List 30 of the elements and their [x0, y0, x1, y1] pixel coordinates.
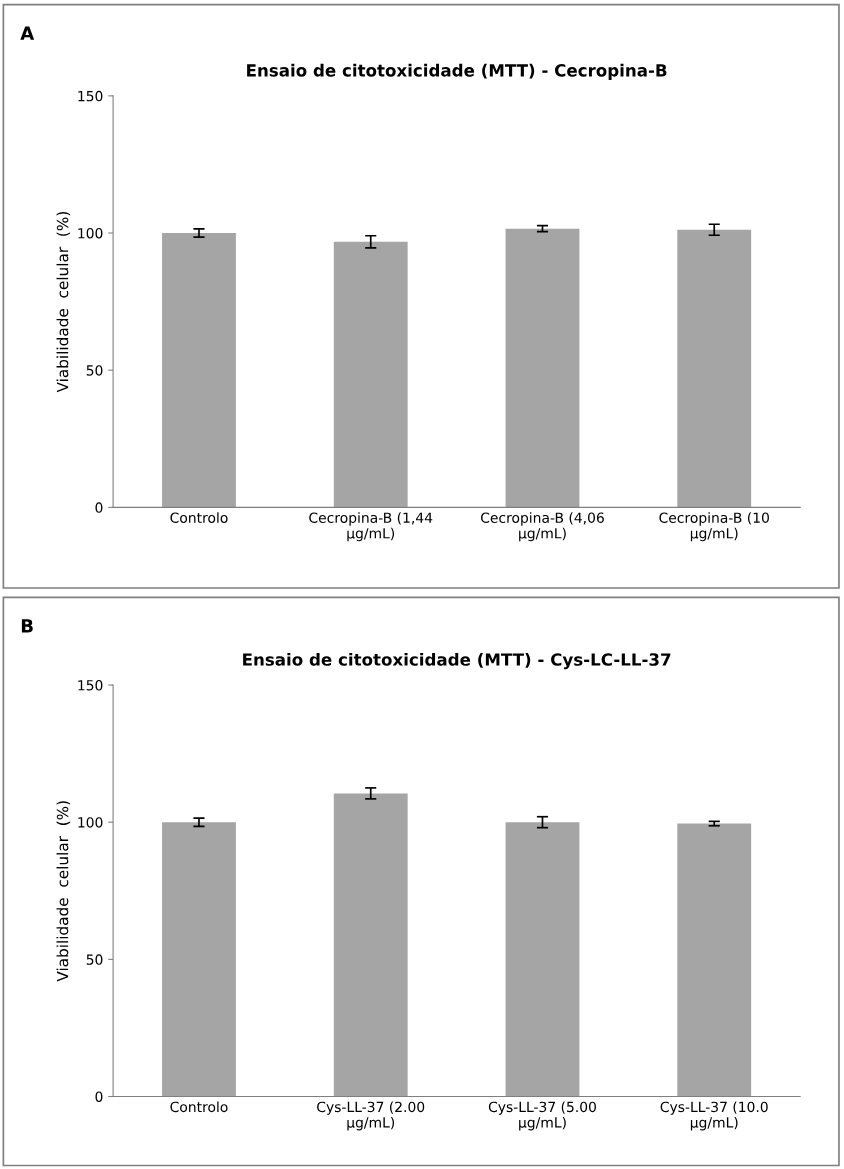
y-axis-title: Viabilidade celular (%): [56, 801, 71, 982]
y-tick-label: 0: [95, 1091, 103, 1102]
bar: [333, 793, 408, 1097]
y-tick-label: 150: [78, 90, 103, 102]
y-tick-label: 50: [86, 365, 103, 376]
y-tick-label: 150: [78, 680, 103, 691]
x-tick-label: Cys-LL-37 (2.00 µg/mL): [317, 1101, 425, 1131]
x-tick-label: Cys-LL-37 (10.0 µg/mL): [660, 1101, 768, 1131]
chart-title: Ensaio de citotoxicidade (MTT) - Cys-LC-LL-37: [243, 652, 671, 670]
x-tick-label: Cecropina-B (1,44 µg/mL): [309, 512, 433, 542]
bar: [677, 823, 752, 1097]
x-tick-label: Controlo: [170, 1101, 228, 1113]
bar: [505, 228, 580, 508]
bar: [162, 233, 236, 508]
text: B: [21, 619, 33, 633]
bar: [162, 822, 236, 1097]
x-tick-label: Cys-LL-37 (5.00 µg/mL): [488, 1101, 596, 1131]
y-tick-label: 0: [95, 502, 103, 513]
y-tick-label: 50: [86, 954, 103, 965]
y-axis-title: Viabilidade celular (%): [56, 212, 71, 393]
text: A: [20, 26, 35, 40]
bar: [505, 822, 580, 1097]
bar: [677, 229, 752, 508]
chart-title: Ensaio de citotoxicidade (MTT) - Cecropina-B: [247, 63, 667, 80]
bar: [333, 241, 408, 508]
y-tick-label: 100: [78, 817, 103, 828]
x-tick-label: Cecropina-B (4,06 µg/mL): [480, 512, 604, 542]
x-tick-label: Controlo: [170, 512, 228, 523]
x-tick-label: Cecropina-B (10 µg/mL): [659, 512, 769, 542]
y-tick-label: 100: [78, 227, 103, 239]
